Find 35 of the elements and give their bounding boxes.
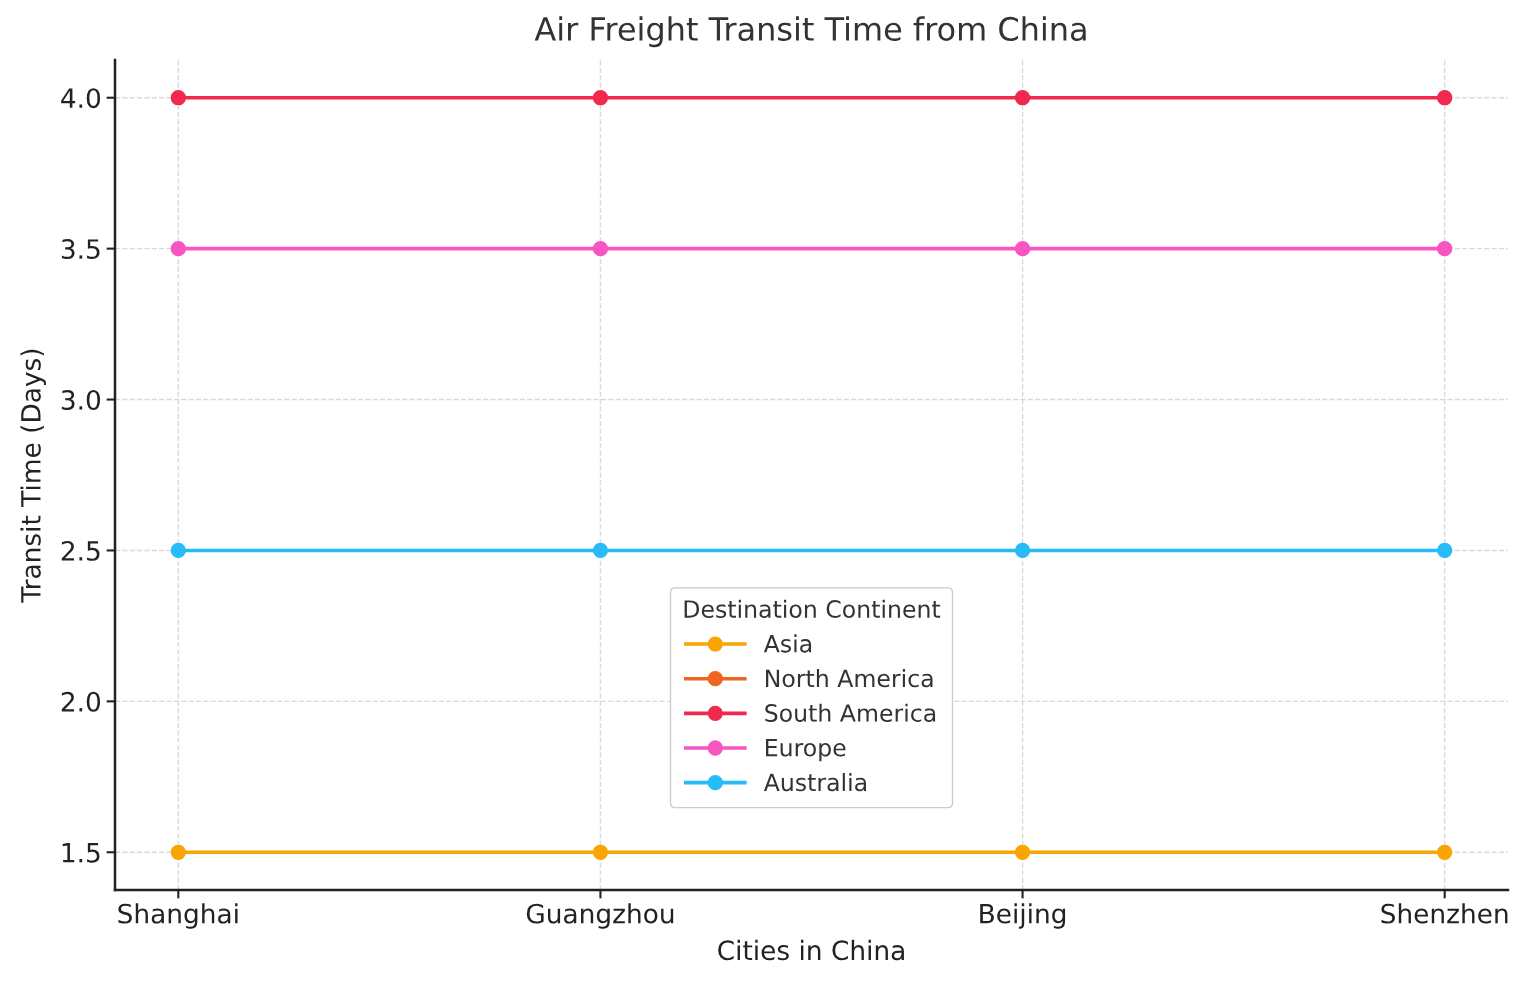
- point: [170, 90, 186, 106]
- y-tick-label: 4.0: [61, 88, 101, 109]
- y-tick-label: 3.5: [61, 239, 100, 260]
- point: [1437, 240, 1453, 257]
- point: [1014, 844, 1031, 860]
- x-tick-label: Beijing: [980, 903, 1066, 929]
- legend-label: Australia: [763, 772, 866, 792]
- y-tick-label: 3.0: [61, 389, 101, 410]
- y-tick-label: 1.5: [62, 843, 100, 863]
- point: [170, 542, 186, 559]
- x-tick-label: Shanghai: [118, 903, 238, 929]
- x-axis-title: Cities in China: [718, 939, 904, 961]
- y-tick-label: 2.0: [61, 691, 101, 712]
- chart-title: Air Freight Transit Time from China: [534, 16, 1086, 48]
- point: [592, 240, 609, 257]
- legend-label: Europe: [766, 739, 846, 762]
- point: [1437, 542, 1453, 559]
- legend-title: Destination Continent: [684, 599, 941, 618]
- point: [592, 844, 609, 860]
- point: [592, 542, 609, 559]
- point: [170, 844, 186, 860]
- point: [1437, 90, 1453, 106]
- point: [1014, 240, 1031, 257]
- point: [1437, 844, 1453, 860]
- legend-label: North America: [766, 669, 933, 688]
- y-tick-label: 2.5: [61, 540, 100, 561]
- legend-label: South America: [765, 703, 936, 722]
- point: [1014, 542, 1031, 559]
- x-tick-label: Shenzhen: [1381, 903, 1508, 924]
- point: [170, 240, 186, 257]
- legend-label: Asia: [763, 634, 812, 653]
- y-axis-title: Transit Time (Days): [20, 349, 46, 603]
- x-tick-label: Guangzhou: [526, 903, 674, 929]
- point: [1014, 90, 1031, 106]
- point: [592, 90, 609, 106]
